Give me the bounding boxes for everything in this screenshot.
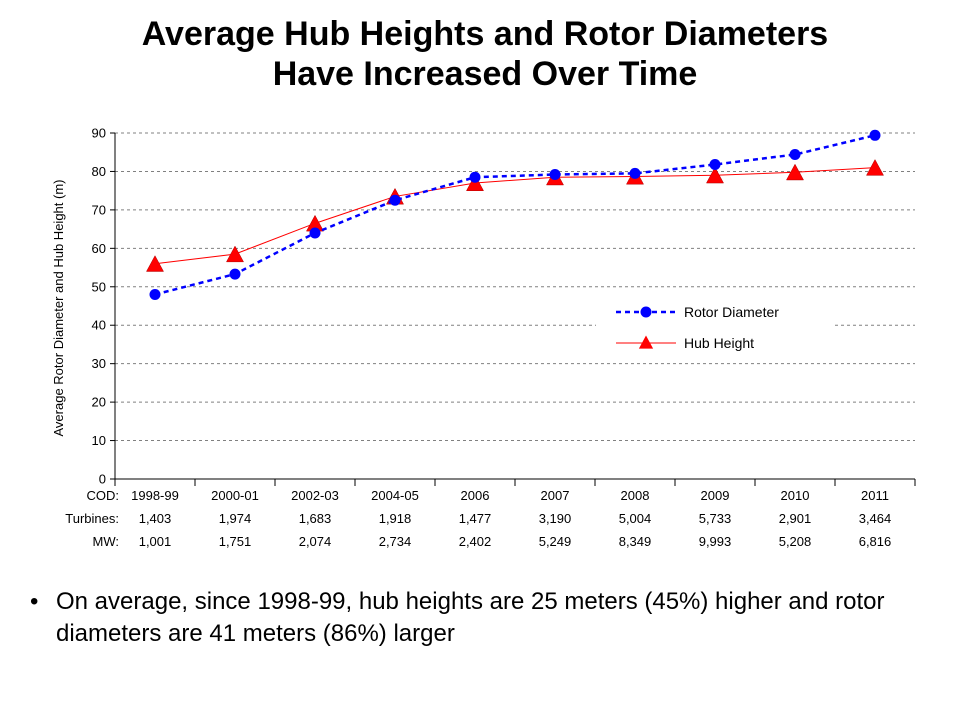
hub-height-point (866, 159, 884, 176)
y-tick-label-10: 10 (92, 433, 106, 448)
rotor-diameter-point (629, 167, 641, 179)
mw-value: 8,349 (619, 534, 652, 549)
y-tick-label-80: 80 (92, 164, 106, 179)
x-category-label: 2000-01 (211, 488, 259, 503)
mw-value: 6,816 (859, 534, 892, 549)
y-tick-label-50: 50 (92, 279, 106, 294)
y-axis-title: Average Rotor Diameter and Hub Height (m… (51, 180, 66, 437)
hub-height-point (786, 163, 804, 181)
rotor-diameter-line (154, 134, 876, 296)
y-tick-label-40: 40 (92, 318, 106, 333)
hub-height-point (706, 166, 724, 184)
x-category-label: 2011 (861, 488, 889, 503)
summary-bullet: • On average, since 1998-99, hub heights… (28, 586, 948, 650)
x-category-label: 2010 (781, 488, 810, 503)
rotor-diameter-point (389, 194, 401, 206)
rotor-diameter-point (149, 288, 161, 300)
x-category-label: 2009 (701, 488, 730, 503)
mw-value: 2,402 (459, 534, 492, 549)
rotor-diameter-point (309, 227, 321, 239)
y-tick-label-60: 60 (92, 241, 106, 256)
mw-value: 9,993 (699, 534, 732, 549)
bullet-text: On average, since 1998-99, hub heights a… (56, 588, 885, 647)
hub-height-point (226, 245, 244, 263)
x-category-label: 2007 (541, 488, 570, 503)
x-category-label: 2004-05 (371, 488, 419, 503)
mw-value: 5,249 (539, 534, 572, 549)
hub-height-point (466, 174, 484, 191)
turbines-value: 1,477 (459, 511, 492, 526)
y-tick-label-30: 30 (92, 356, 106, 371)
rotor-diameter-point (869, 129, 881, 141)
turbines-value: 5,733 (699, 511, 732, 526)
turbines-value: 3,190 (539, 511, 572, 526)
table-row-label-2: MW: (93, 534, 119, 549)
turbines-value: 2,901 (779, 511, 812, 526)
hub-height-rotor-diameter-chart: 0 10 20 30 40 50 60 70 80 90 Average Rotor Diamete… (51, 126, 916, 549)
turbines-value: 1,683 (299, 511, 332, 526)
rotor-diameter-point (549, 169, 561, 181)
mw-value: 2,074 (299, 534, 332, 549)
x-category-label: 2006 (461, 488, 490, 503)
legend-hub-height-label: Hub Height (684, 335, 754, 351)
hub-height-point (146, 255, 164, 272)
table-row-label-1: Turbines: (65, 511, 119, 526)
turbines-value: 1,974 (219, 511, 252, 526)
rotor-diameter-point (709, 159, 721, 171)
turbines-value: 3,464 (859, 511, 892, 526)
table-row-label-0: COD: (87, 488, 120, 503)
x-category-label: 2008 (621, 488, 650, 503)
y-tick-label-0: 0 (99, 472, 106, 487)
legend-box (596, 296, 834, 358)
title-line-2: Have Increased Over Time (272, 55, 698, 93)
turbines-value: 1,918 (379, 511, 412, 526)
y-tick-label-20: 20 (92, 395, 106, 410)
mw-value: 2,734 (379, 534, 412, 549)
legend-rotor-diameter-marker (640, 306, 652, 318)
mw-value: 5,208 (779, 534, 812, 549)
page-title: Average Hub Heights and Rotor Diameters … (0, 14, 960, 94)
rotor-diameter-point (469, 171, 481, 183)
turbines-value: 1,403 (139, 511, 172, 526)
rotor-diameter-point (229, 268, 241, 280)
bullet-dot: • (30, 588, 39, 615)
mw-value: 1,001 (139, 534, 172, 549)
hub-height-line (154, 167, 876, 265)
legend-hub-height-marker (638, 335, 654, 349)
turbines-value: 5,004 (619, 511, 652, 526)
rotor-diameter-point (789, 149, 801, 161)
title-line-1: Average Hub Heights and Rotor Diameters (141, 15, 829, 53)
legend-rotor-diameter-label: Rotor Diameter (684, 304, 779, 320)
y-tick-label-70: 70 (92, 202, 106, 217)
mw-value: 1,751 (219, 534, 252, 549)
x-category-label: 1998-99 (131, 488, 179, 503)
y-tick-label-90: 90 (92, 126, 106, 141)
x-category-label: 2002-03 (291, 488, 339, 503)
